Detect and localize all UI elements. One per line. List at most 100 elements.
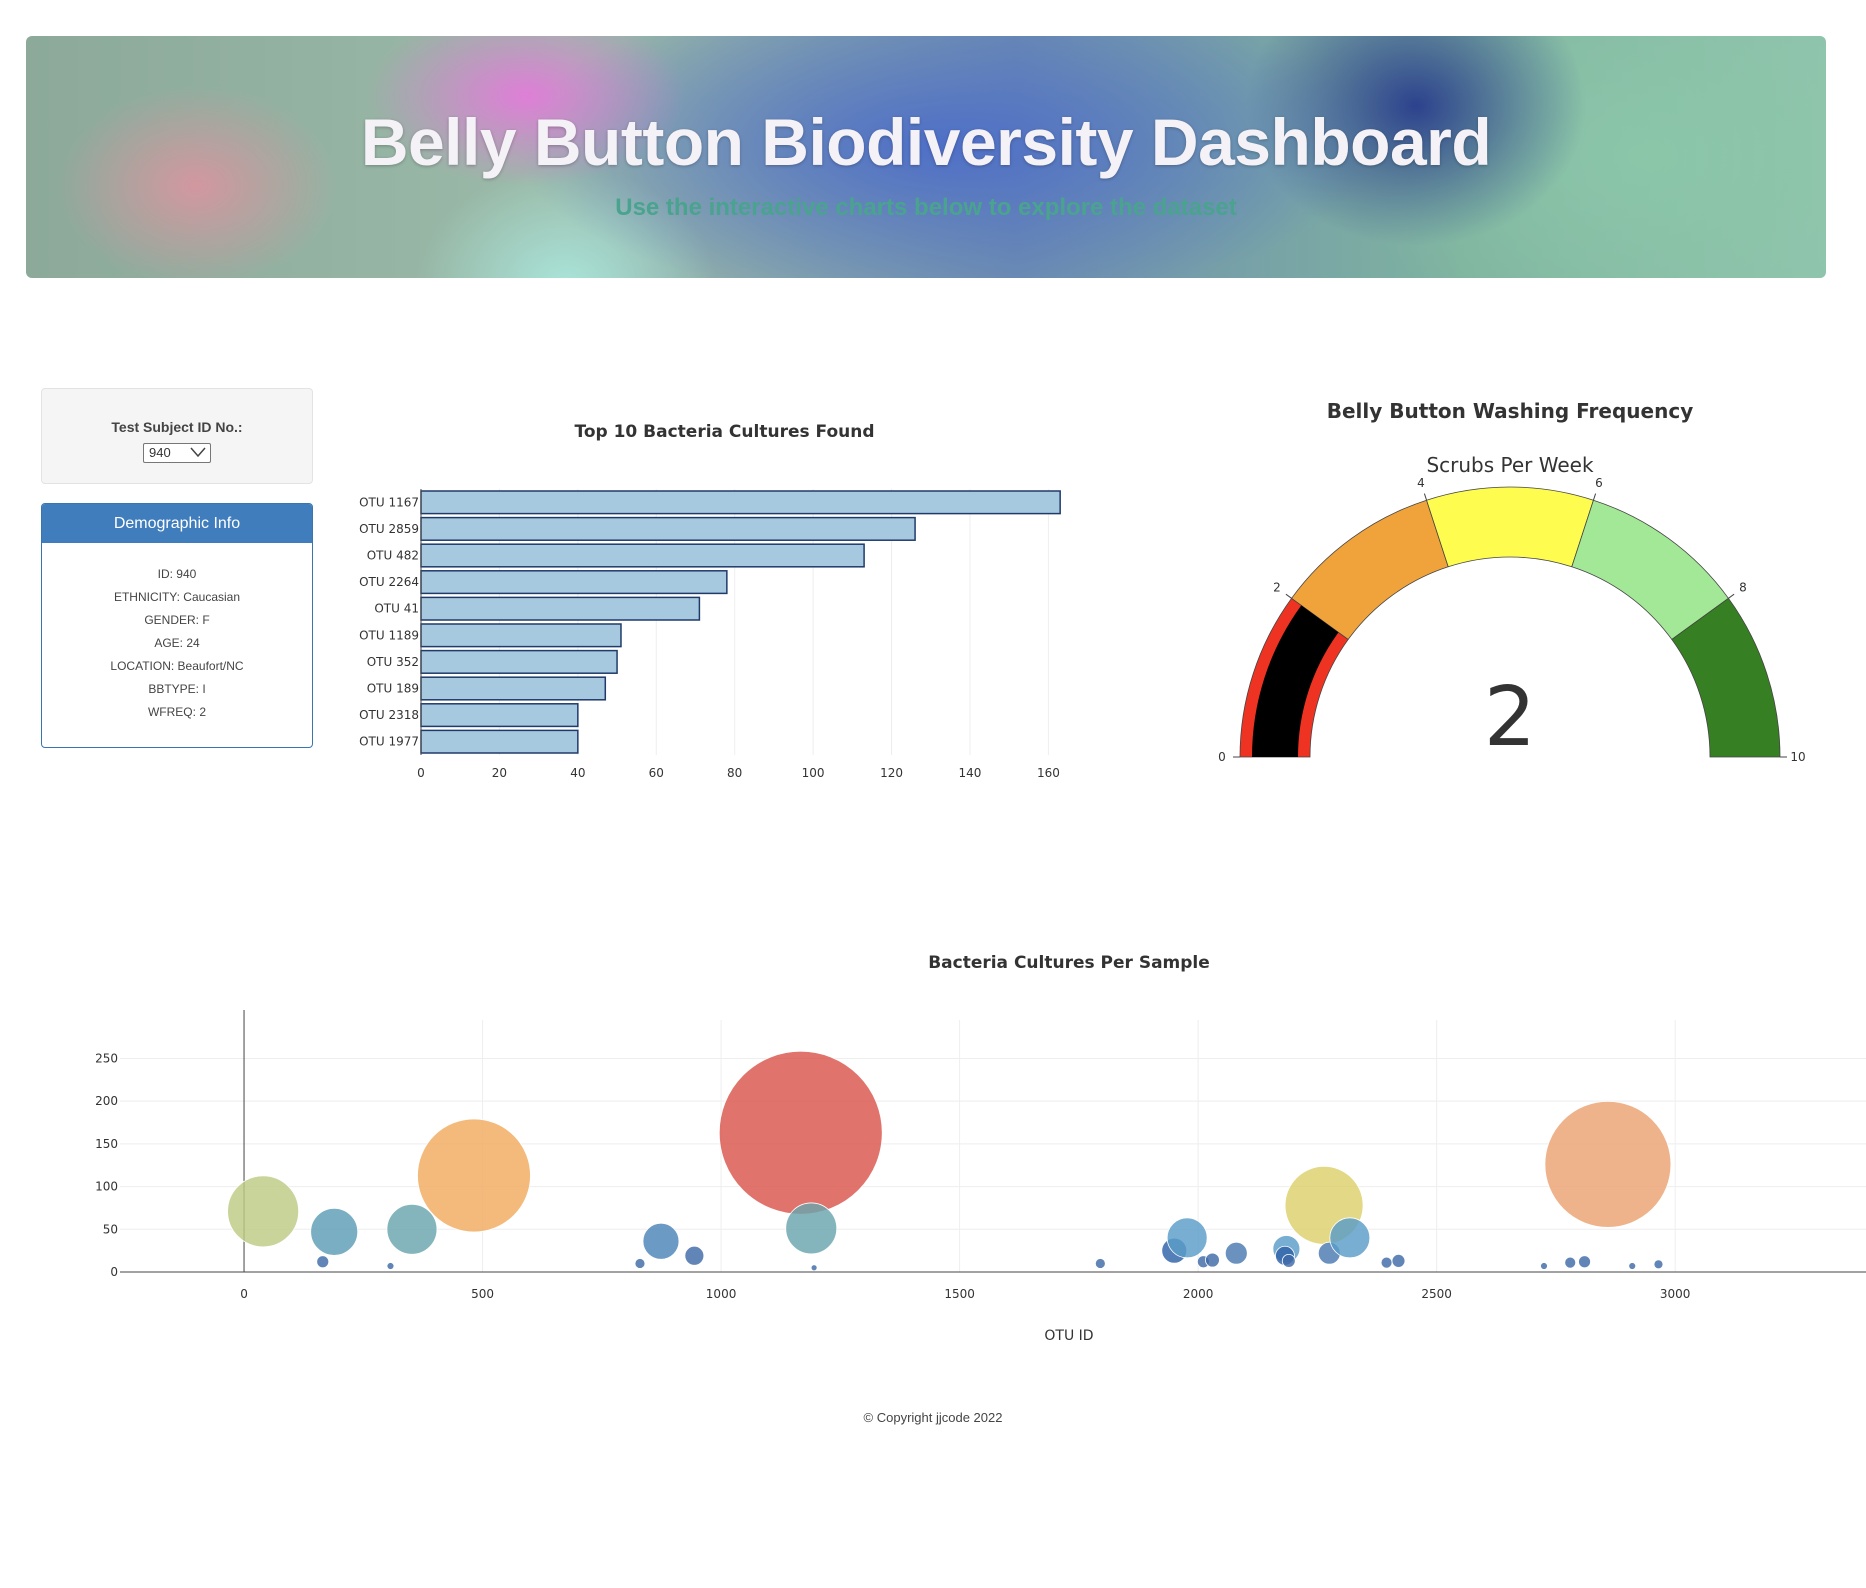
gauge-tick: [1592, 493, 1597, 501]
subject-id-dropdown[interactable]: 940: [143, 443, 211, 463]
gauge-subtitle: Scrubs Per Week: [1426, 453, 1594, 477]
bubble-point-otu-1977: [1166, 1217, 1208, 1259]
bubble-point-otu-2910: [1628, 1262, 1637, 1270]
bar-otu-1167: [420, 490, 1061, 515]
bar-otu-1977: [420, 729, 579, 754]
gauge-value-bar: [1252, 605, 1339, 757]
bubble-point-otu-2780: [1564, 1256, 1577, 1269]
demo-row-id: ID: 940: [157, 567, 197, 581]
bubble-point-otu-1795: [1094, 1258, 1106, 1269]
bubble-point-otu-352: [386, 1203, 438, 1255]
bubble-x-tick-label: 3000: [1660, 1287, 1691, 1301]
gauge-step-2: [1426, 486, 1594, 568]
bubble-point-otu-189: [310, 1207, 359, 1256]
bubble-point-otu-944: [684, 1245, 705, 1266]
bar-x-tick-label: 120: [880, 766, 903, 780]
bar-y-tick-label: OTU 2264: [359, 575, 419, 589]
gauge-tick: [1728, 593, 1735, 599]
subject-id-selected-value: 940: [149, 445, 171, 460]
gauge-tick-label: 4: [1417, 476, 1425, 490]
bar-x-tick-label: 80: [727, 766, 742, 780]
footer-copyright: © Copyright jjcode 2022: [863, 1410, 1003, 1425]
bacteria-bubble-chart-svg: Bacteria Cultures Per Sample 0 50 100 150 200…: [95, 953, 1866, 1344]
demo-row-age: AGE: 24: [154, 636, 200, 650]
bar-y-tick-label: OTU 1977: [359, 735, 419, 749]
bar-y-tick-label: OTU 1189: [359, 628, 419, 642]
bubble-point-otu-2420: [1391, 1253, 1406, 1268]
bubble-point-otu-1167: [718, 1050, 883, 1215]
gauge-tick-label: 6: [1595, 476, 1603, 490]
bar-chart-title: Top 10 Bacteria Cultures Found: [574, 422, 874, 442]
gauge-value-number: 2: [1484, 670, 1536, 765]
bubble-x-axis-label: OTU ID: [1044, 1328, 1093, 1344]
demo-row-location: LOCATION: Beaufort/NC: [110, 659, 244, 673]
demographic-info-title: Demographic Info: [42, 504, 312, 543]
bacteria-bubble-chart[interactable]: Bacteria Cultures Per Sample 0 50 100 150 200…: [0, 930, 1866, 1350]
bar-x-tick-label: 40: [570, 766, 585, 780]
bubble-point-otu-2725: [1540, 1262, 1548, 1270]
gauge-tick-label: 0: [1218, 750, 1226, 764]
bubble-x-tick-label: 500: [471, 1287, 494, 1301]
gauge-title: Belly Button Washing Frequency: [1327, 399, 1693, 423]
bar-x-tick-label: 0: [417, 766, 425, 780]
page-subtitle: Use the interactive charts below to expl…: [615, 194, 1237, 221]
chevron-down-icon: [190, 447, 206, 458]
bar-x-tick-label: 140: [959, 766, 982, 780]
top10-bar-chart-svg: Top 10 Bacteria Cultures Found 0 20 40 60 80 1…: [359, 422, 1061, 780]
gauge-tick: [1285, 593, 1292, 599]
bar-otu-1189: [420, 623, 622, 648]
bubble-x-tick-label: 1000: [706, 1287, 737, 1301]
bubble-point-otu-2318: [1329, 1217, 1371, 1259]
bar-otu-352: [420, 649, 618, 674]
bar-y-tick-label: OTU 1167: [359, 495, 419, 509]
bubble-point-otu-165: [316, 1255, 330, 1269]
bubble-point-otu-2395: [1380, 1256, 1393, 1269]
top10-bar-chart[interactable]: Top 10 Bacteria Cultures Found 0 20 40 60 80 1…: [340, 405, 1100, 785]
bubble-y-tick-label: 100: [95, 1180, 118, 1194]
demo-row-gender: GENDER: F: [144, 613, 210, 627]
bar-y-tick-label: OTU 352: [367, 655, 419, 669]
bar-x-tick-label: 60: [649, 766, 664, 780]
bar-y-tick-label: OTU 189: [367, 682, 419, 696]
demo-row-ethnicity: ETHNICITY: Caucasian: [113, 590, 241, 604]
bubble-y-tick-label: 250: [95, 1051, 118, 1065]
bar-otu-482: [420, 543, 865, 568]
bubble-x-tick-label: 1500: [944, 1287, 975, 1301]
washing-frequency-gauge[interactable]: Belly Button Washing Frequency Scrubs Per…: [1200, 390, 1820, 790]
page-title: Belly Button Biodiversity Dashboard: [360, 105, 1492, 179]
gauge-tick-label: 8: [1739, 581, 1747, 595]
bubble-y-tick-label: 200: [95, 1094, 118, 1108]
demographic-info-panel: Demographic Info ID: 940 ETHNICITY: Cauc…: [41, 503, 313, 748]
bubble-point-otu-874: [642, 1222, 680, 1260]
bar-x-tick-label: 20: [492, 766, 507, 780]
bar-y-tick-label: OTU 2318: [359, 708, 419, 722]
bubble-point-otu-1189: [785, 1202, 838, 1255]
subject-selector-label: Test Subject ID No.:: [111, 419, 243, 435]
bubble-point-otu-2080: [1224, 1241, 1248, 1265]
bubble-point-otu-2810: [1578, 1255, 1591, 1269]
bar-y-tick-label: OTU 2859: [359, 522, 419, 536]
bar-y-tick-label: OTU 41: [374, 602, 419, 616]
bubble-x-tick-label: 0: [240, 1287, 248, 1301]
bubble-point-otu-307: [386, 1262, 395, 1270]
bubble-point-otu-2965: [1653, 1259, 1664, 1270]
bubble-y-tick-label: 0: [110, 1265, 118, 1279]
bubble-point-otu-482: [417, 1118, 531, 1233]
bubble-x-tick-label: 2500: [1421, 1287, 1452, 1301]
demo-row-bbtype: BBTYPE: I: [148, 682, 206, 696]
gauge-tick-label: 2: [1273, 581, 1281, 595]
bubble-point-otu-830: [634, 1258, 646, 1269]
bar-otu-2859: [420, 516, 916, 541]
subject-selector-panel: Test Subject ID No.: 940: [41, 388, 313, 484]
bar-otu-189: [420, 676, 607, 701]
gauge-tick-label: 10: [1790, 750, 1805, 764]
bubble-y-tick-label: 150: [95, 1137, 118, 1151]
demo-row-wfreq: WFREQ: 2: [147, 705, 206, 719]
demographic-info-body: ID: 940 ETHNICITY: Caucasian GENDER: F A…: [42, 543, 312, 724]
bubble-point-otu-40: [227, 1175, 300, 1248]
bubble-point-otu-1195: [810, 1264, 818, 1272]
bubble-point-otu-2190: [1281, 1253, 1296, 1268]
gauge-tick: [1423, 493, 1428, 501]
bar-otu-2264: [420, 570, 728, 595]
